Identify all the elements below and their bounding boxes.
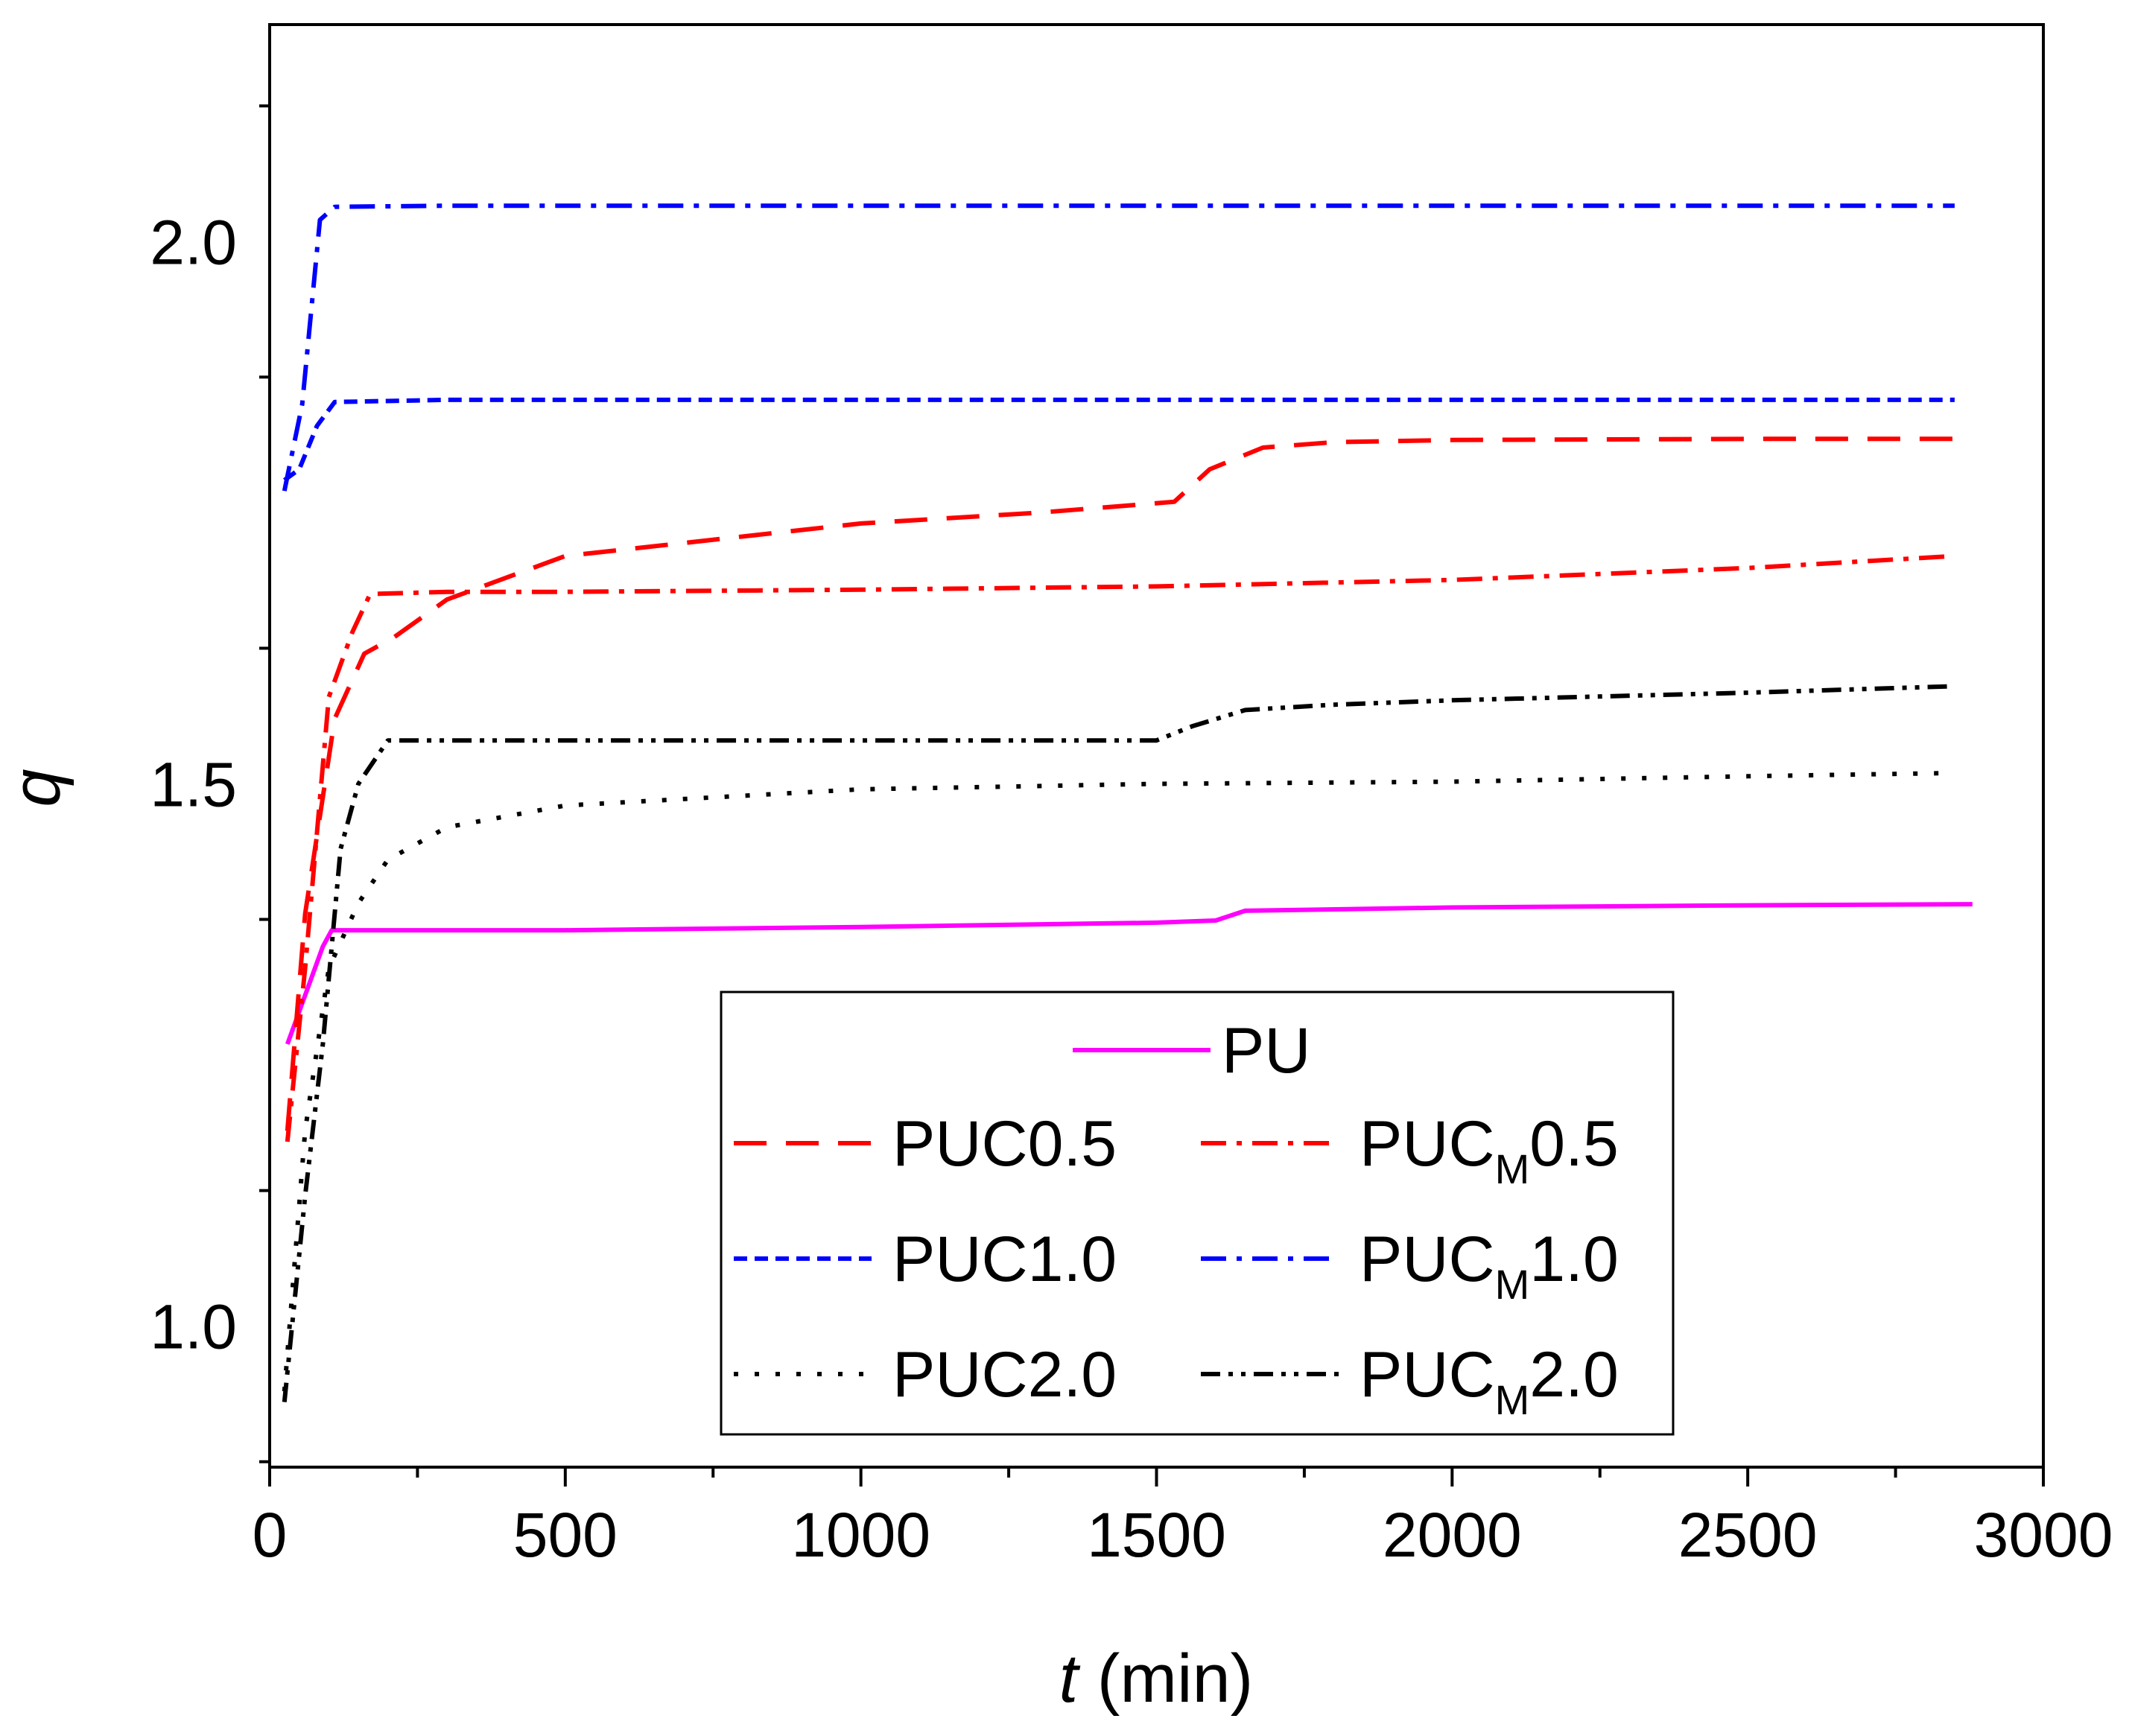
series-line-pu — [285, 902, 1973, 1046]
legend-label-main: PUC — [1360, 1224, 1495, 1295]
legend-label-main: PU — [1222, 1015, 1310, 1087]
legend-label-suffix: 0.5 — [1529, 1108, 1619, 1180]
y-tick-label: 2.0 — [150, 207, 237, 277]
legend-label-main: PUC — [1360, 1339, 1495, 1411]
legend-label-suffix: 2.0 — [1529, 1339, 1619, 1411]
legend-label-main: PUC2.0 — [892, 1339, 1117, 1411]
x-tick-label: 2000 — [1383, 1500, 1522, 1570]
x-tick-label: 500 — [513, 1500, 618, 1570]
x-tick-label: 3000 — [1974, 1500, 2113, 1570]
x-tick-label: 1500 — [1087, 1500, 1226, 1570]
series-line-pucm1-0 — [282, 203, 1955, 492]
x-tick-label: 1000 — [791, 1500, 930, 1570]
ticks-layer: 0 500 1000 1500 2000 2500 3000 1.0 1.5 2.0 — [150, 104, 2113, 1570]
legend-label-subscript: M — [1495, 1145, 1530, 1192]
series-line-pucm2-0 — [282, 684, 1955, 1402]
series-line-puc2-0 — [282, 770, 1955, 1392]
y-axis-title: q — [0, 769, 74, 807]
x-axis-unit: (min) — [1078, 1641, 1253, 1717]
series-line-puc0-5 — [285, 436, 1955, 1131]
legend-label-main: PUC — [1360, 1108, 1495, 1180]
series-line-puc1-0 — [283, 397, 1955, 483]
series-layer — [282, 203, 1973, 1402]
y-tick-label: 1.5 — [150, 749, 237, 819]
legend-label: PUC2.0 — [892, 1339, 1117, 1411]
legend-label-main: PUC0.5 — [892, 1108, 1117, 1180]
legend-label-subscript: M — [1495, 1376, 1530, 1423]
legend-label: PUC0.5 — [892, 1108, 1117, 1180]
legend-label-suffix: 1.0 — [1529, 1224, 1619, 1295]
legend-label-main: PUC1.0 — [892, 1224, 1117, 1295]
legend-label: PUCM2.0 — [1360, 1339, 1619, 1423]
x-axis-variable: t — [1059, 1641, 1081, 1717]
legend-label-subscript: M — [1495, 1261, 1530, 1308]
x-tick-label: 2500 — [1678, 1500, 1818, 1570]
legend-box — [720, 991, 1675, 1436]
y-tick-label: 1.0 — [150, 1292, 237, 1362]
legend-label: PUC1.0 — [892, 1224, 1117, 1295]
legend-label: PU — [1222, 1015, 1310, 1087]
legend-label: PUCM0.5 — [1360, 1108, 1619, 1192]
x-tick-label: 0 — [253, 1500, 288, 1570]
x-axis-title: t (min) — [1059, 1641, 1254, 1717]
legend-label: PUCM1.0 — [1360, 1224, 1619, 1308]
